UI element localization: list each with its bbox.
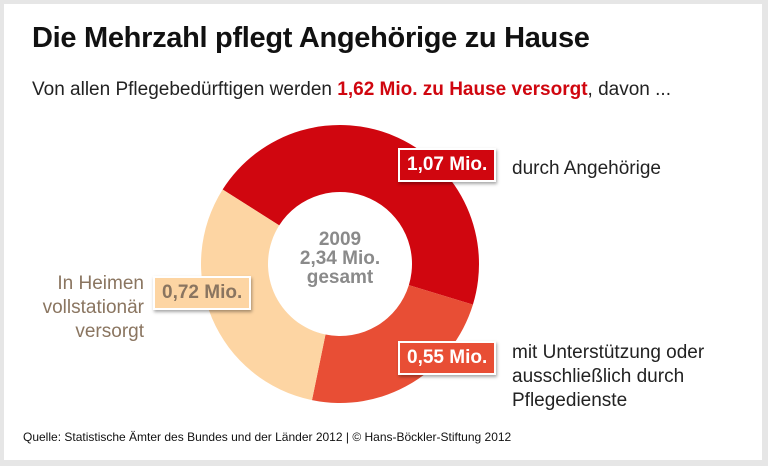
- center-word: gesamt: [306, 267, 374, 288]
- center-year: 2009: [318, 229, 362, 250]
- source-note: Quelle: Statistische Ämter des Bundes un…: [23, 430, 512, 444]
- label-angehoerige: durch Angehörige: [512, 158, 661, 179]
- value-box-angehoerige: 1,07 Mio.: [398, 148, 497, 182]
- label-heime: In Heimen vollstationär versorgt: [42, 273, 144, 342]
- chart-title: Die Mehrzahl pflegt Angehörige zu Hause: [32, 22, 590, 54]
- subtitle-tail: , davon ...: [587, 79, 671, 100]
- center-total: 2,34 Mio.: [299, 248, 381, 269]
- label-pflegedienste: mit Unterstützung oder ausschließlich du…: [512, 342, 705, 411]
- subtitle-text: Von allen Pflegebedürftigen werden: [32, 79, 338, 100]
- chart-subtitle: Von allen Pflegebedürftigen werden 1,62 …: [32, 79, 671, 101]
- value-box-pflegedienste: 0,55 Mio.: [398, 341, 497, 375]
- donut-slice-1: [311, 285, 473, 403]
- value-box-heime: 0,72 Mio.: [153, 276, 252, 310]
- center-label: 2009 2,34 Mio. gesamt: [270, 230, 410, 287]
- donut-slice-2: [200, 189, 326, 401]
- subtitle-highlight: 1,62 Mio. zu Hause versorgt: [337, 79, 588, 100]
